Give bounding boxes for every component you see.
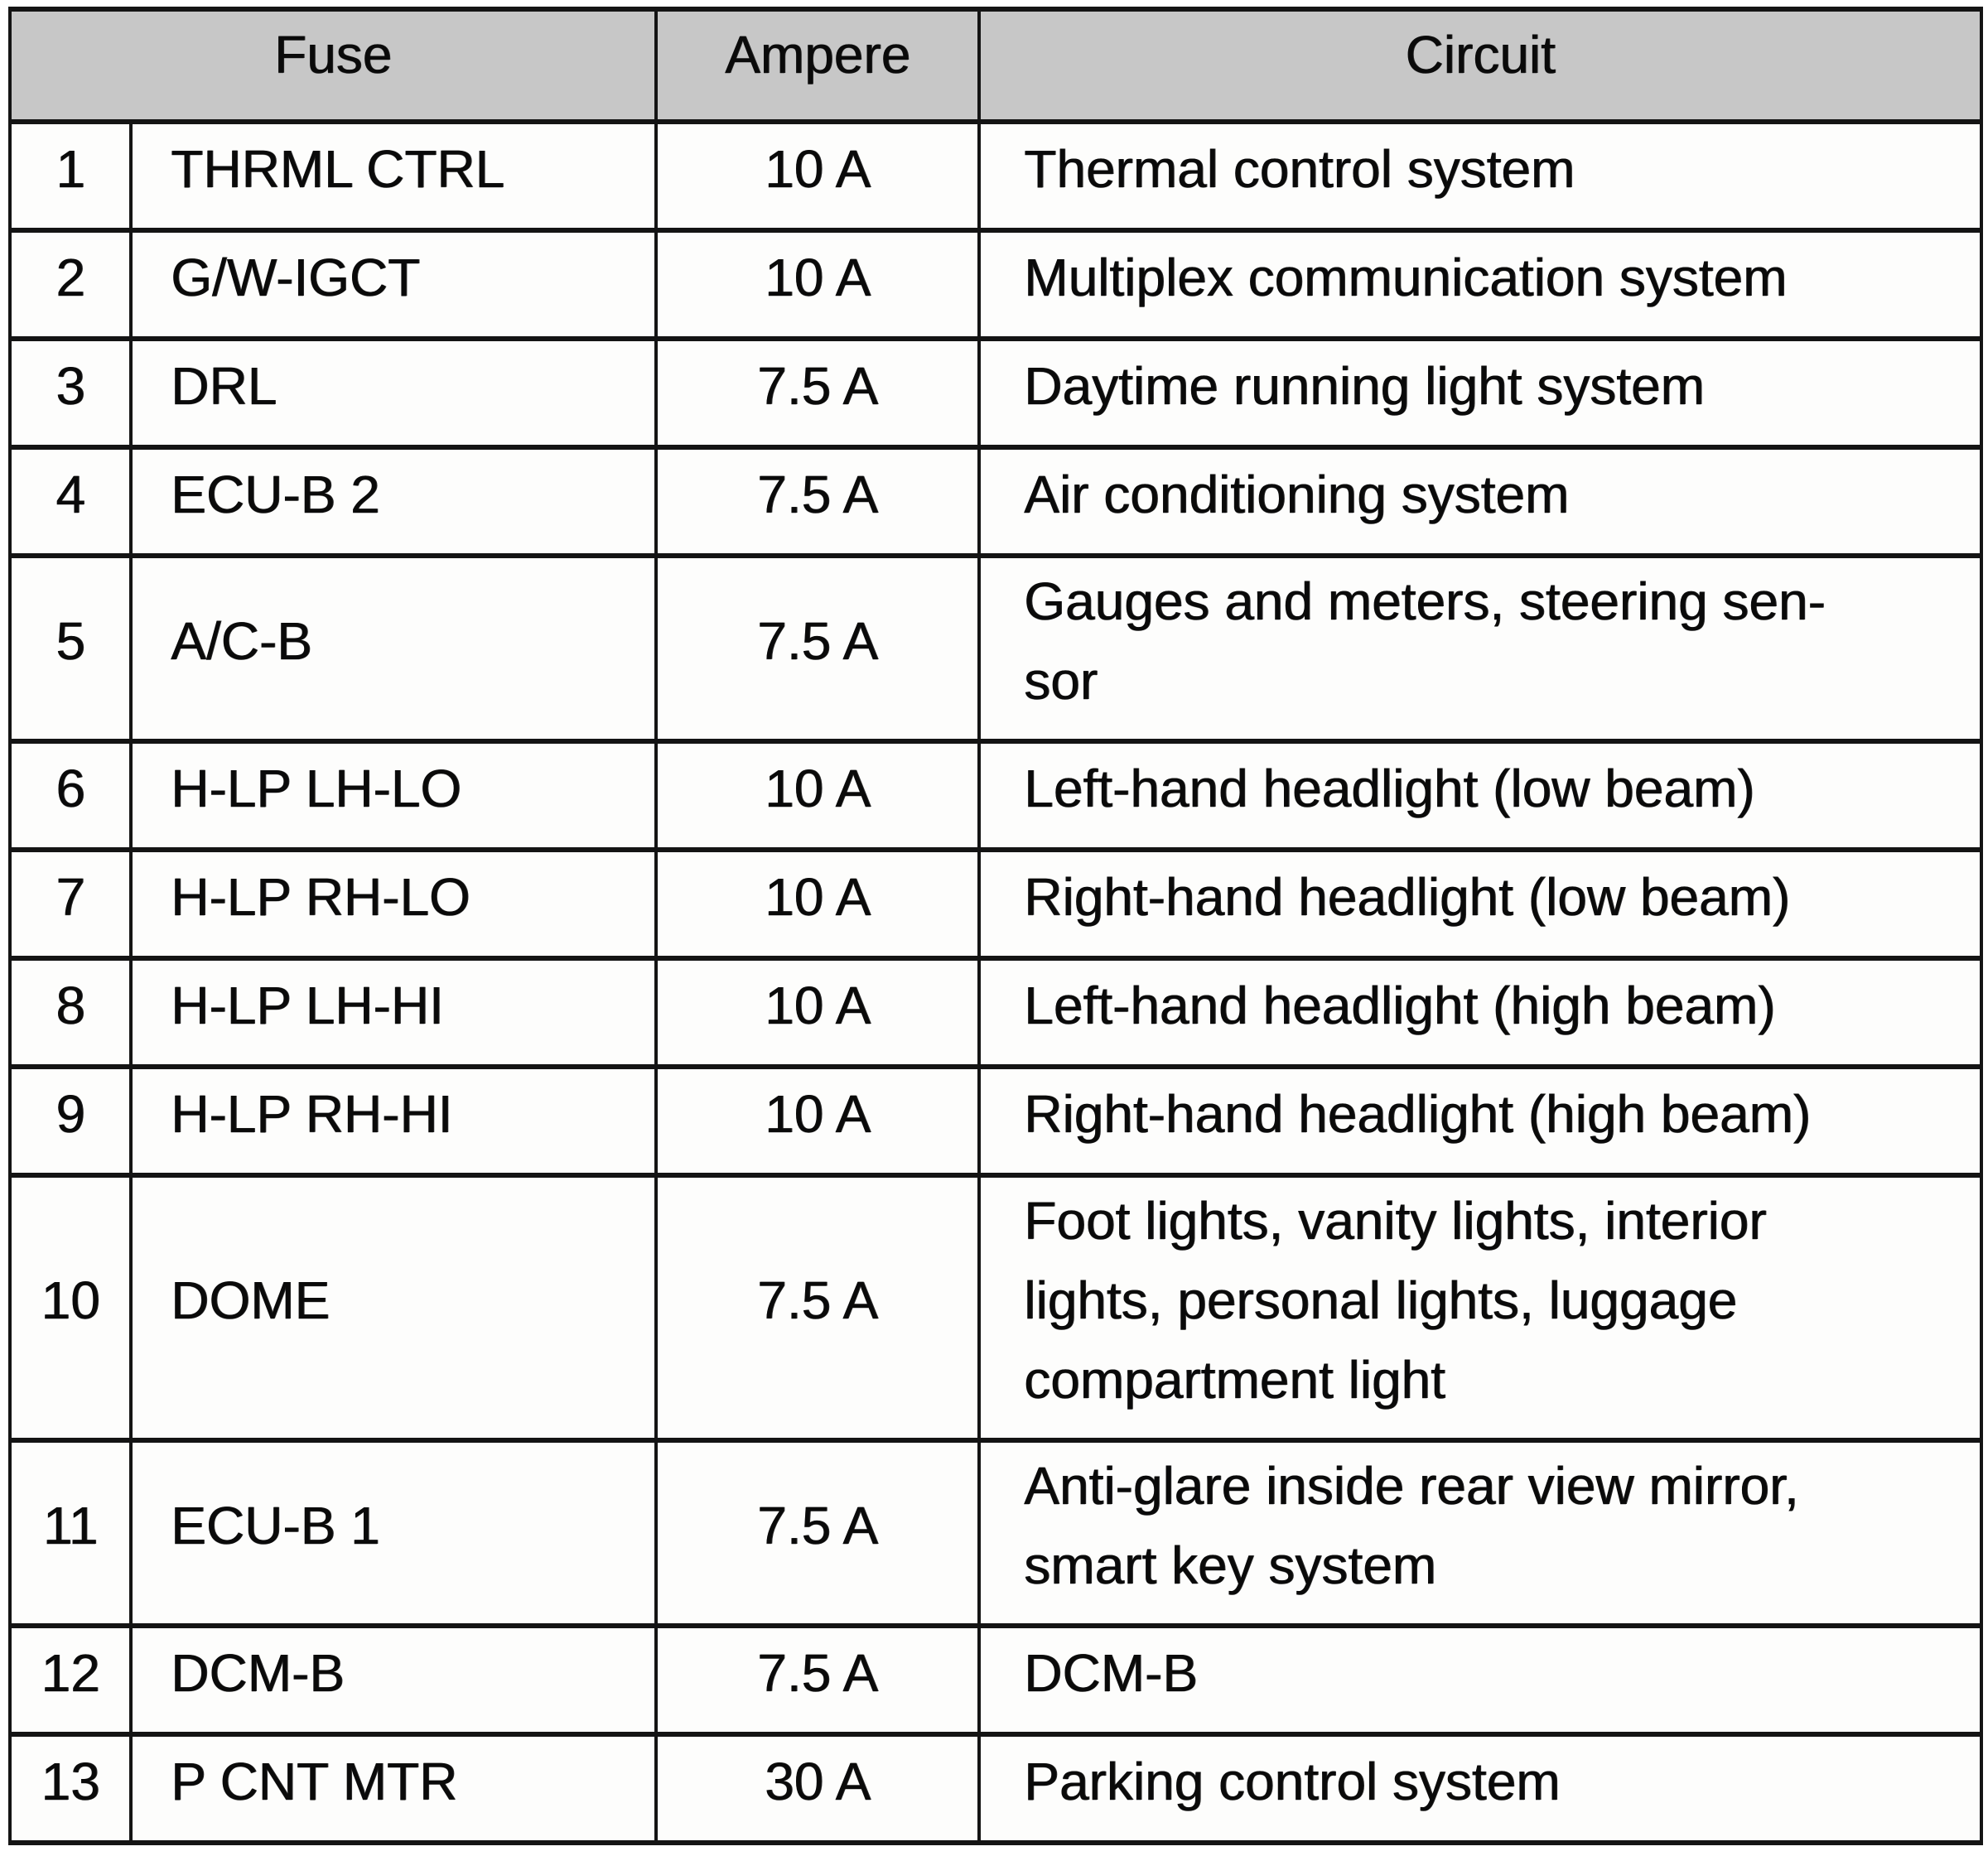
fuse-number-cell: 2 xyxy=(8,228,133,341)
fuse-number-cell: 5 xyxy=(8,553,133,744)
fuse-name-cell: A/C-B xyxy=(129,553,658,744)
circuit-cell: Air conditioning system xyxy=(977,445,1983,558)
fuse-name-cell: H-LP RH-HI xyxy=(129,1064,658,1178)
fuse-number-cell: 3 xyxy=(8,336,133,450)
table-row: 5 A/C-B 7.5 A Gauges and meters, steerin… xyxy=(8,553,1983,744)
ampere-cell: 30 A xyxy=(654,1732,981,1845)
fuse-number-cell: 1 xyxy=(8,119,133,233)
fuse-name-cell: DRL xyxy=(129,336,658,450)
fuse-number-cell: 6 xyxy=(8,739,133,852)
fuse-number-cell: 11 xyxy=(8,1438,133,1628)
table-row: 13 P CNT MTR 30 A Parking control system xyxy=(8,1732,1983,1845)
circuit-cell: Right-hand headlight (high beam) xyxy=(977,1064,1983,1178)
fuse-number-cell: 7 xyxy=(8,847,133,961)
circuit-cell: Daytime running light system xyxy=(977,336,1983,450)
table-body: 1 THRML CTRL 10 A Thermal control system… xyxy=(8,119,1983,1845)
circuit-cell: Left-hand headlight (high beam) xyxy=(977,956,1983,1069)
table-row: 11 ECU-B 1 7.5 A Anti-glare inside rear … xyxy=(8,1438,1983,1628)
ampere-cell: 10 A xyxy=(654,119,981,233)
circuit-cell: Right-hand headlight (low beam) xyxy=(977,847,1983,961)
ampere-cell: 10 A xyxy=(654,1064,981,1178)
ampere-cell: 7.5 A xyxy=(654,1438,981,1628)
circuit-column-header: Circuit xyxy=(977,7,1983,124)
fuse-box-table: Fuse Ampere Circuit 1 THRML CTRL 10 A Th… xyxy=(8,7,1983,1845)
fuse-number-cell: 10 xyxy=(8,1173,133,1443)
ampere-cell: 10 A xyxy=(654,847,981,961)
table-row: 8 H-LP LH-HI 10 A Left-hand headlight (h… xyxy=(8,956,1983,1069)
fuse-name-cell: P CNT MTR xyxy=(129,1732,658,1845)
ampere-cell: 7.5 A xyxy=(654,1623,981,1737)
circuit-cell: DCM-B xyxy=(977,1623,1983,1737)
circuit-cell: Thermal control system xyxy=(977,119,1983,233)
ampere-cell: 10 A xyxy=(654,739,981,852)
fuse-number-cell: 9 xyxy=(8,1064,133,1178)
fuse-name-cell: H-LP LH-LO xyxy=(129,739,658,852)
table-row: 1 THRML CTRL 10 A Thermal control system xyxy=(8,119,1983,233)
table-row: 10 DOME 7.5 A Foot lights, vanity lights… xyxy=(8,1173,1983,1443)
table-row: 9 H-LP RH-HI 10 A Right-hand headlight (… xyxy=(8,1064,1983,1178)
fuse-name-cell: ECU-B 2 xyxy=(129,445,658,558)
fuse-name-cell: H-LP LH-HI xyxy=(129,956,658,1069)
ampere-cell: 7.5 A xyxy=(654,1173,981,1443)
circuit-cell: Left-hand headlight (low beam) xyxy=(977,739,1983,852)
table-row: 7 H-LP RH-LO 10 A Right-hand headlight (… xyxy=(8,847,1983,961)
ampere-column-header: Ampere xyxy=(654,7,981,124)
header-row: Fuse Ampere Circuit xyxy=(8,7,1983,124)
fuse-column-header: Fuse xyxy=(8,7,658,124)
fuse-name-cell: G/W-IGCT xyxy=(129,228,658,341)
fuse-name-cell: H-LP RH-LO xyxy=(129,847,658,961)
ampere-cell: 7.5 A xyxy=(654,445,981,558)
fuse-number-cell: 4 xyxy=(8,445,133,558)
fuse-name-cell: DOME xyxy=(129,1173,658,1443)
ampere-cell: 10 A xyxy=(654,956,981,1069)
table-row: 4 ECU-B 2 7.5 A Air conditioning system xyxy=(8,445,1983,558)
circuit-cell: Anti-glare inside rear view mirror, smar… xyxy=(977,1438,1983,1628)
ampere-cell: 7.5 A xyxy=(654,553,981,744)
table-row: 2 G/W-IGCT 10 A Multiplex communication … xyxy=(8,228,1983,341)
table-row: 3 DRL 7.5 A Daytime running light system xyxy=(8,336,1983,450)
fuse-number-cell: 12 xyxy=(8,1623,133,1737)
fuse-name-cell: ECU-B 1 xyxy=(129,1438,658,1628)
circuit-cell: Gauges and meters, steering sen- sor xyxy=(977,553,1983,744)
ampere-cell: 10 A xyxy=(654,228,981,341)
circuit-cell: Foot lights, vanity lights, interior lig… xyxy=(977,1173,1983,1443)
table-row: 6 H-LP LH-LO 10 A Left-hand headlight (l… xyxy=(8,739,1983,852)
circuit-cell: Parking control system xyxy=(977,1732,1983,1845)
circuit-cell: Multiplex communication system xyxy=(977,228,1983,341)
ampere-cell: 7.5 A xyxy=(654,336,981,450)
fuse-number-cell: 8 xyxy=(8,956,133,1069)
fuse-name-cell: DCM-B xyxy=(129,1623,658,1737)
fuse-name-cell: THRML CTRL xyxy=(129,119,658,233)
table-row: 12 DCM-B 7.5 A DCM-B xyxy=(8,1623,1983,1737)
fuse-number-cell: 13 xyxy=(8,1732,133,1845)
table-header: Fuse Ampere Circuit xyxy=(8,7,1983,124)
